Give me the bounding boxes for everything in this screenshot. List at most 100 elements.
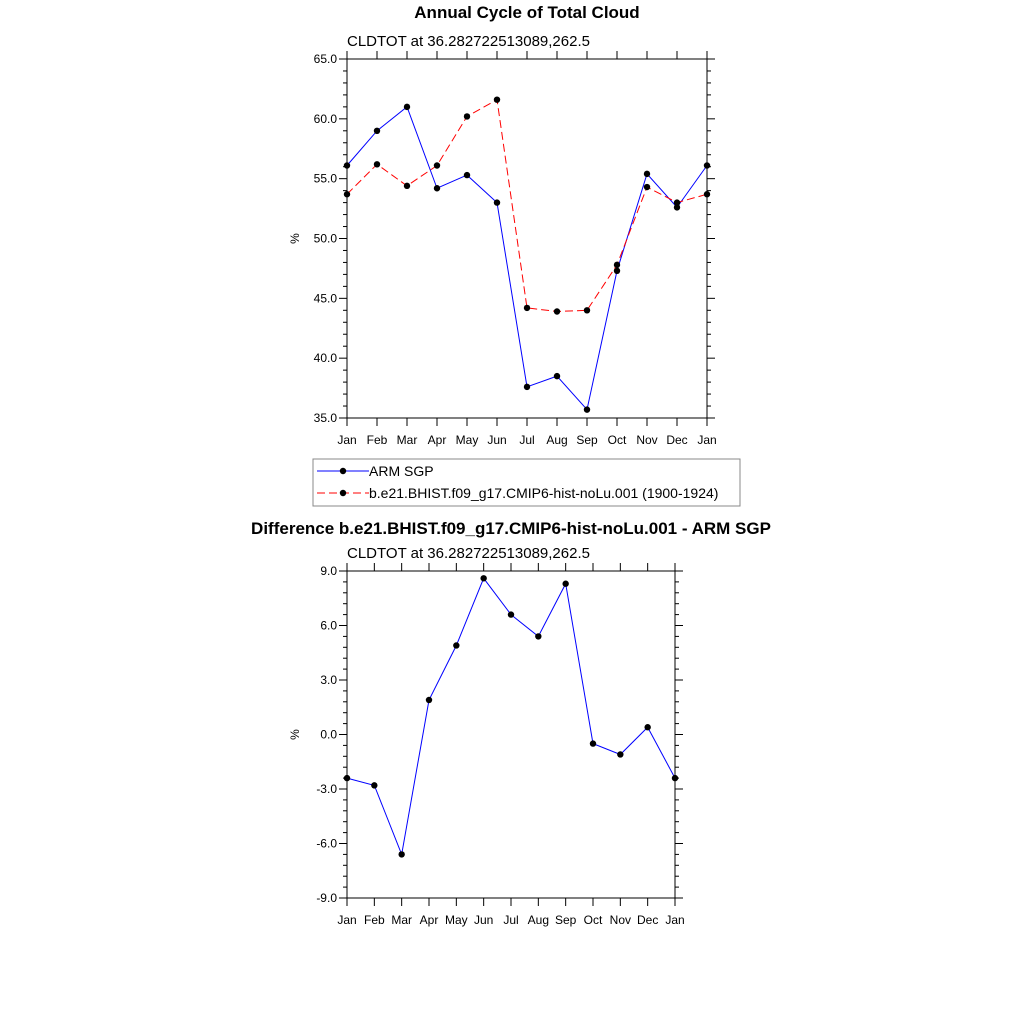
x-tick-label: Apr <box>428 433 447 447</box>
x-tick-label: May <box>456 433 479 447</box>
data-point <box>463 171 471 179</box>
x-tick-label: Sep <box>555 913 577 927</box>
x-tick-label: Oct <box>608 433 627 447</box>
data-point <box>343 191 351 198</box>
data-point <box>613 267 621 275</box>
data-point <box>480 575 487 582</box>
data-point <box>403 182 411 190</box>
data-point <box>343 162 351 169</box>
data-point <box>617 751 624 758</box>
data-point <box>493 199 501 206</box>
y-tick-label: 65.0 <box>314 52 338 66</box>
data-point <box>671 774 679 782</box>
data-point <box>535 633 542 640</box>
x-tick-label: Jun <box>474 913 493 927</box>
legend-label-arm: ARM SGP <box>369 463 434 479</box>
data-point <box>398 851 405 858</box>
x-tick-label: Feb <box>364 913 385 927</box>
data-point <box>583 307 591 314</box>
y-tick-label: 50.0 <box>314 232 338 246</box>
data-point <box>553 308 561 315</box>
x-tick-label: Mar <box>397 433 418 447</box>
data-point <box>553 372 561 380</box>
data-point <box>373 127 381 134</box>
legend-marker-model <box>339 489 347 497</box>
data-point <box>373 161 381 168</box>
x-tick-label: Jan <box>337 433 356 447</box>
data-point <box>583 406 591 413</box>
x-tick-label: Jul <box>503 913 518 927</box>
legend-item-model: b.e21.BHIST.f09_g17.CMIP6-hist-noLu.001 … <box>317 485 718 501</box>
series-line-1 <box>346 98 708 312</box>
x-tick-label: Jan <box>697 433 716 447</box>
data-point <box>433 162 441 169</box>
legend-marker-arm <box>339 467 347 475</box>
x-tick-label: Apr <box>420 913 439 927</box>
y-tick-label: 6.0 <box>320 619 337 633</box>
x-tick-label: Aug <box>546 433 567 447</box>
x-tick-label: Aug <box>528 913 549 927</box>
data-point <box>673 204 681 211</box>
plot-frame <box>346 570 676 899</box>
y-axis-label: % <box>288 729 302 740</box>
x-tick-label: Jun <box>487 433 506 447</box>
data-point <box>343 774 351 782</box>
y-axis-label: % <box>288 233 302 244</box>
x-tick-label: Jan <box>337 913 356 927</box>
series-line-0 <box>346 577 676 857</box>
y-tick-label: 35.0 <box>314 411 338 425</box>
data-point <box>703 162 711 169</box>
data-point <box>463 113 471 120</box>
x-tick-label: Sep <box>576 433 598 447</box>
data-point <box>371 782 378 789</box>
top-chart-title: Annual Cycle of Total Cloud <box>414 3 639 22</box>
data-point <box>425 696 433 704</box>
data-point <box>507 611 515 618</box>
series-line-0 <box>346 106 708 411</box>
x-tick-label: Dec <box>666 433 687 447</box>
data-point <box>643 170 651 178</box>
x-tick-label: Nov <box>636 433 657 447</box>
x-tick-label: Jan <box>665 913 684 927</box>
data-point <box>644 724 651 731</box>
bottom-chart-subtitle: CLDTOT at 36.282722513089,262.5 <box>347 545 590 562</box>
data-point <box>403 103 411 111</box>
y-tick-label: -9.0 <box>316 891 337 905</box>
y-tick-label: -3.0 <box>316 782 337 796</box>
x-tick-label: Feb <box>367 433 388 447</box>
data-point <box>453 642 460 649</box>
top-chart-subtitle: CLDTOT at 36.282722513089,262.5 <box>347 33 590 50</box>
plot-frame <box>346 58 708 419</box>
data-point <box>523 383 531 391</box>
legend-box <box>312 458 741 507</box>
y-tick-label: -6.0 <box>316 837 337 851</box>
y-tick-label: 60.0 <box>314 112 338 126</box>
bottom-chart-title: Difference b.e21.BHIST.f09_g17.CMIP6-his… <box>251 519 771 538</box>
data-point <box>673 199 681 206</box>
y-tick-label: 45.0 <box>314 291 338 305</box>
x-tick-label: Mar <box>391 913 412 927</box>
y-tick-label: 0.0 <box>320 728 337 742</box>
data-point <box>703 191 711 198</box>
x-tick-label: Dec <box>637 913 658 927</box>
y-tick-label: 55.0 <box>314 172 338 186</box>
legend: ARM SGP b.e21.BHIST.f09_g17.CMIP6-hist-n… <box>312 458 741 507</box>
legend-item-arm: ARM SGP <box>317 463 434 479</box>
x-tick-label: Nov <box>610 913 631 927</box>
bottom-plot-area: -9.0 -6.0 -3.0 0.0 3.0 6.0 9.0 Jan Feb Mar Apr May J… <box>288 563 685 927</box>
data-point <box>523 304 531 312</box>
x-tick-label: Jul <box>519 433 534 447</box>
data-point <box>493 96 501 103</box>
x-tick-label: Oct <box>584 913 603 927</box>
y-tick-label: 9.0 <box>320 564 337 578</box>
data-point <box>643 183 651 191</box>
legend-label-model: b.e21.BHIST.f09_g17.CMIP6-hist-noLu.001 … <box>369 485 718 501</box>
data-point <box>562 580 569 587</box>
data-point <box>433 185 441 192</box>
top-plot-area: 35.0 40.0 45.0 50.0 55.0 60.0 65.0 Jan Feb Mar Apr… <box>288 51 717 447</box>
y-tick-label: 3.0 <box>320 673 337 687</box>
data-point <box>589 740 597 747</box>
x-tick-label: May <box>445 913 468 927</box>
y-tick-label: 40.0 <box>314 351 338 365</box>
data-point <box>613 261 621 269</box>
